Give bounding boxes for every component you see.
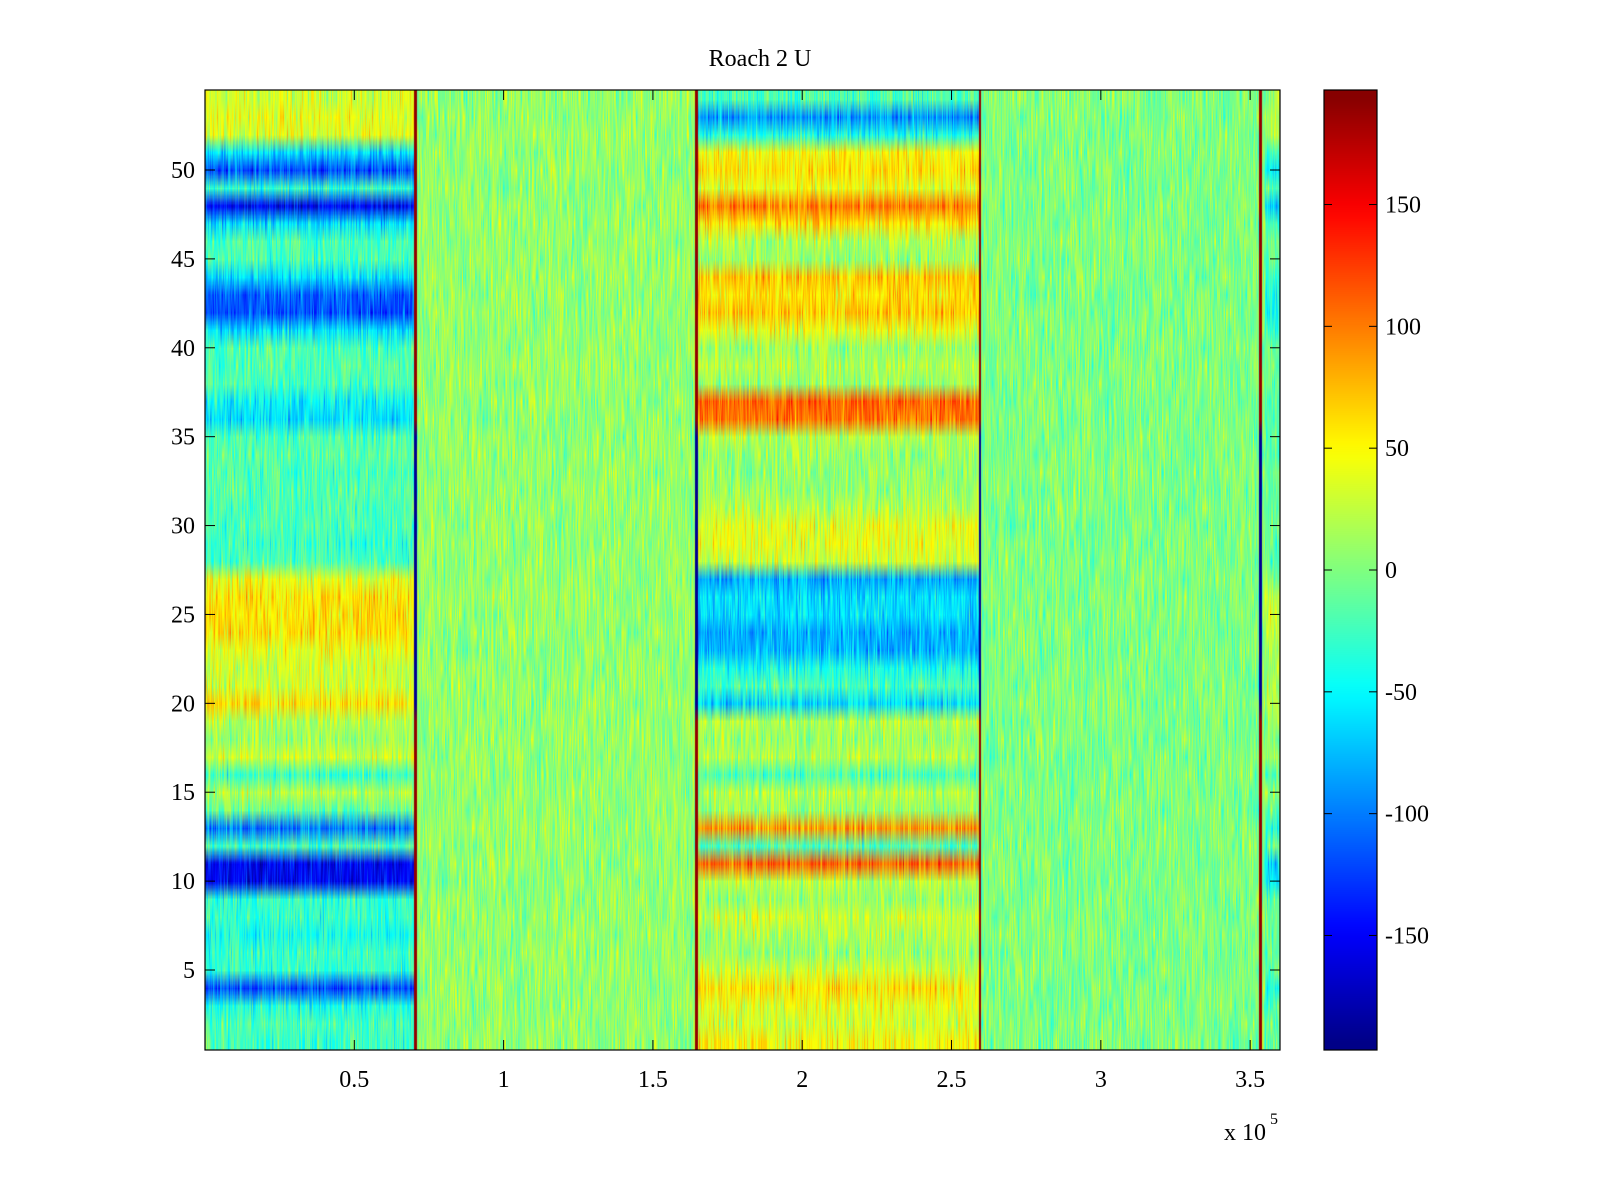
x-tick-label: 3 [1095, 1067, 1107, 1093]
colorbar-ticks: 150 100 50 0 -50 -100 -150 [1324, 193, 1429, 949]
y-tick-label: 5 [183, 958, 195, 984]
y-tick-label: 35 [171, 425, 195, 451]
x-axis-exponent-base: x 10 [1224, 1120, 1266, 1146]
y-tick-label: 10 [171, 869, 195, 895]
heatmap-plot-area [205, 90, 1280, 1050]
x-tick-label: 2.5 [937, 1067, 967, 1093]
x-tick-label: 0.5 [339, 1067, 369, 1093]
colorbar-tick-label: 100 [1385, 314, 1421, 340]
y-axis: 5 10 15 20 25 30 35 40 45 50 [171, 158, 1280, 984]
x-tick-label: 1 [498, 1067, 510, 1093]
plot-frame [204, 89, 1281, 1051]
colorbar: 150 100 50 0 -50 -100 -150 [1323, 89, 1429, 1051]
colorbar-tick-label: 150 [1385, 193, 1421, 219]
y-tick-label: 50 [171, 158, 195, 184]
colorbar-tick-label: 0 [1385, 558, 1397, 584]
x-axis-exponent-power: 5 [1270, 1111, 1278, 1128]
x-tick-label: 1.5 [638, 1067, 668, 1093]
x-axis: 0.5 1 1.5 2 2.5 3 3.5 [339, 90, 1265, 1093]
x-tick-label: 2 [796, 1067, 808, 1093]
colorbar-gradient [1324, 90, 1377, 1050]
y-tick-label: 25 [171, 602, 195, 628]
x-axis-exponent: x 10 5 [1224, 1111, 1278, 1146]
y-tick-label: 40 [171, 336, 195, 362]
chart-title: Roach 2 U [709, 46, 812, 72]
colorbar-tick-label: -150 [1385, 923, 1429, 949]
y-tick-label: 45 [171, 247, 195, 273]
colorbar-tick-label: -50 [1385, 680, 1417, 706]
colorbar-tick-label: 50 [1385, 436, 1409, 462]
colorbar-tick-label: -100 [1385, 802, 1429, 828]
heatmap-image [205, 90, 1280, 1050]
y-tick-label: 30 [171, 514, 195, 540]
y-tick-label: 15 [171, 780, 195, 806]
x-tick-label: 3.5 [1235, 1067, 1265, 1093]
y-tick-label: 20 [171, 691, 195, 717]
